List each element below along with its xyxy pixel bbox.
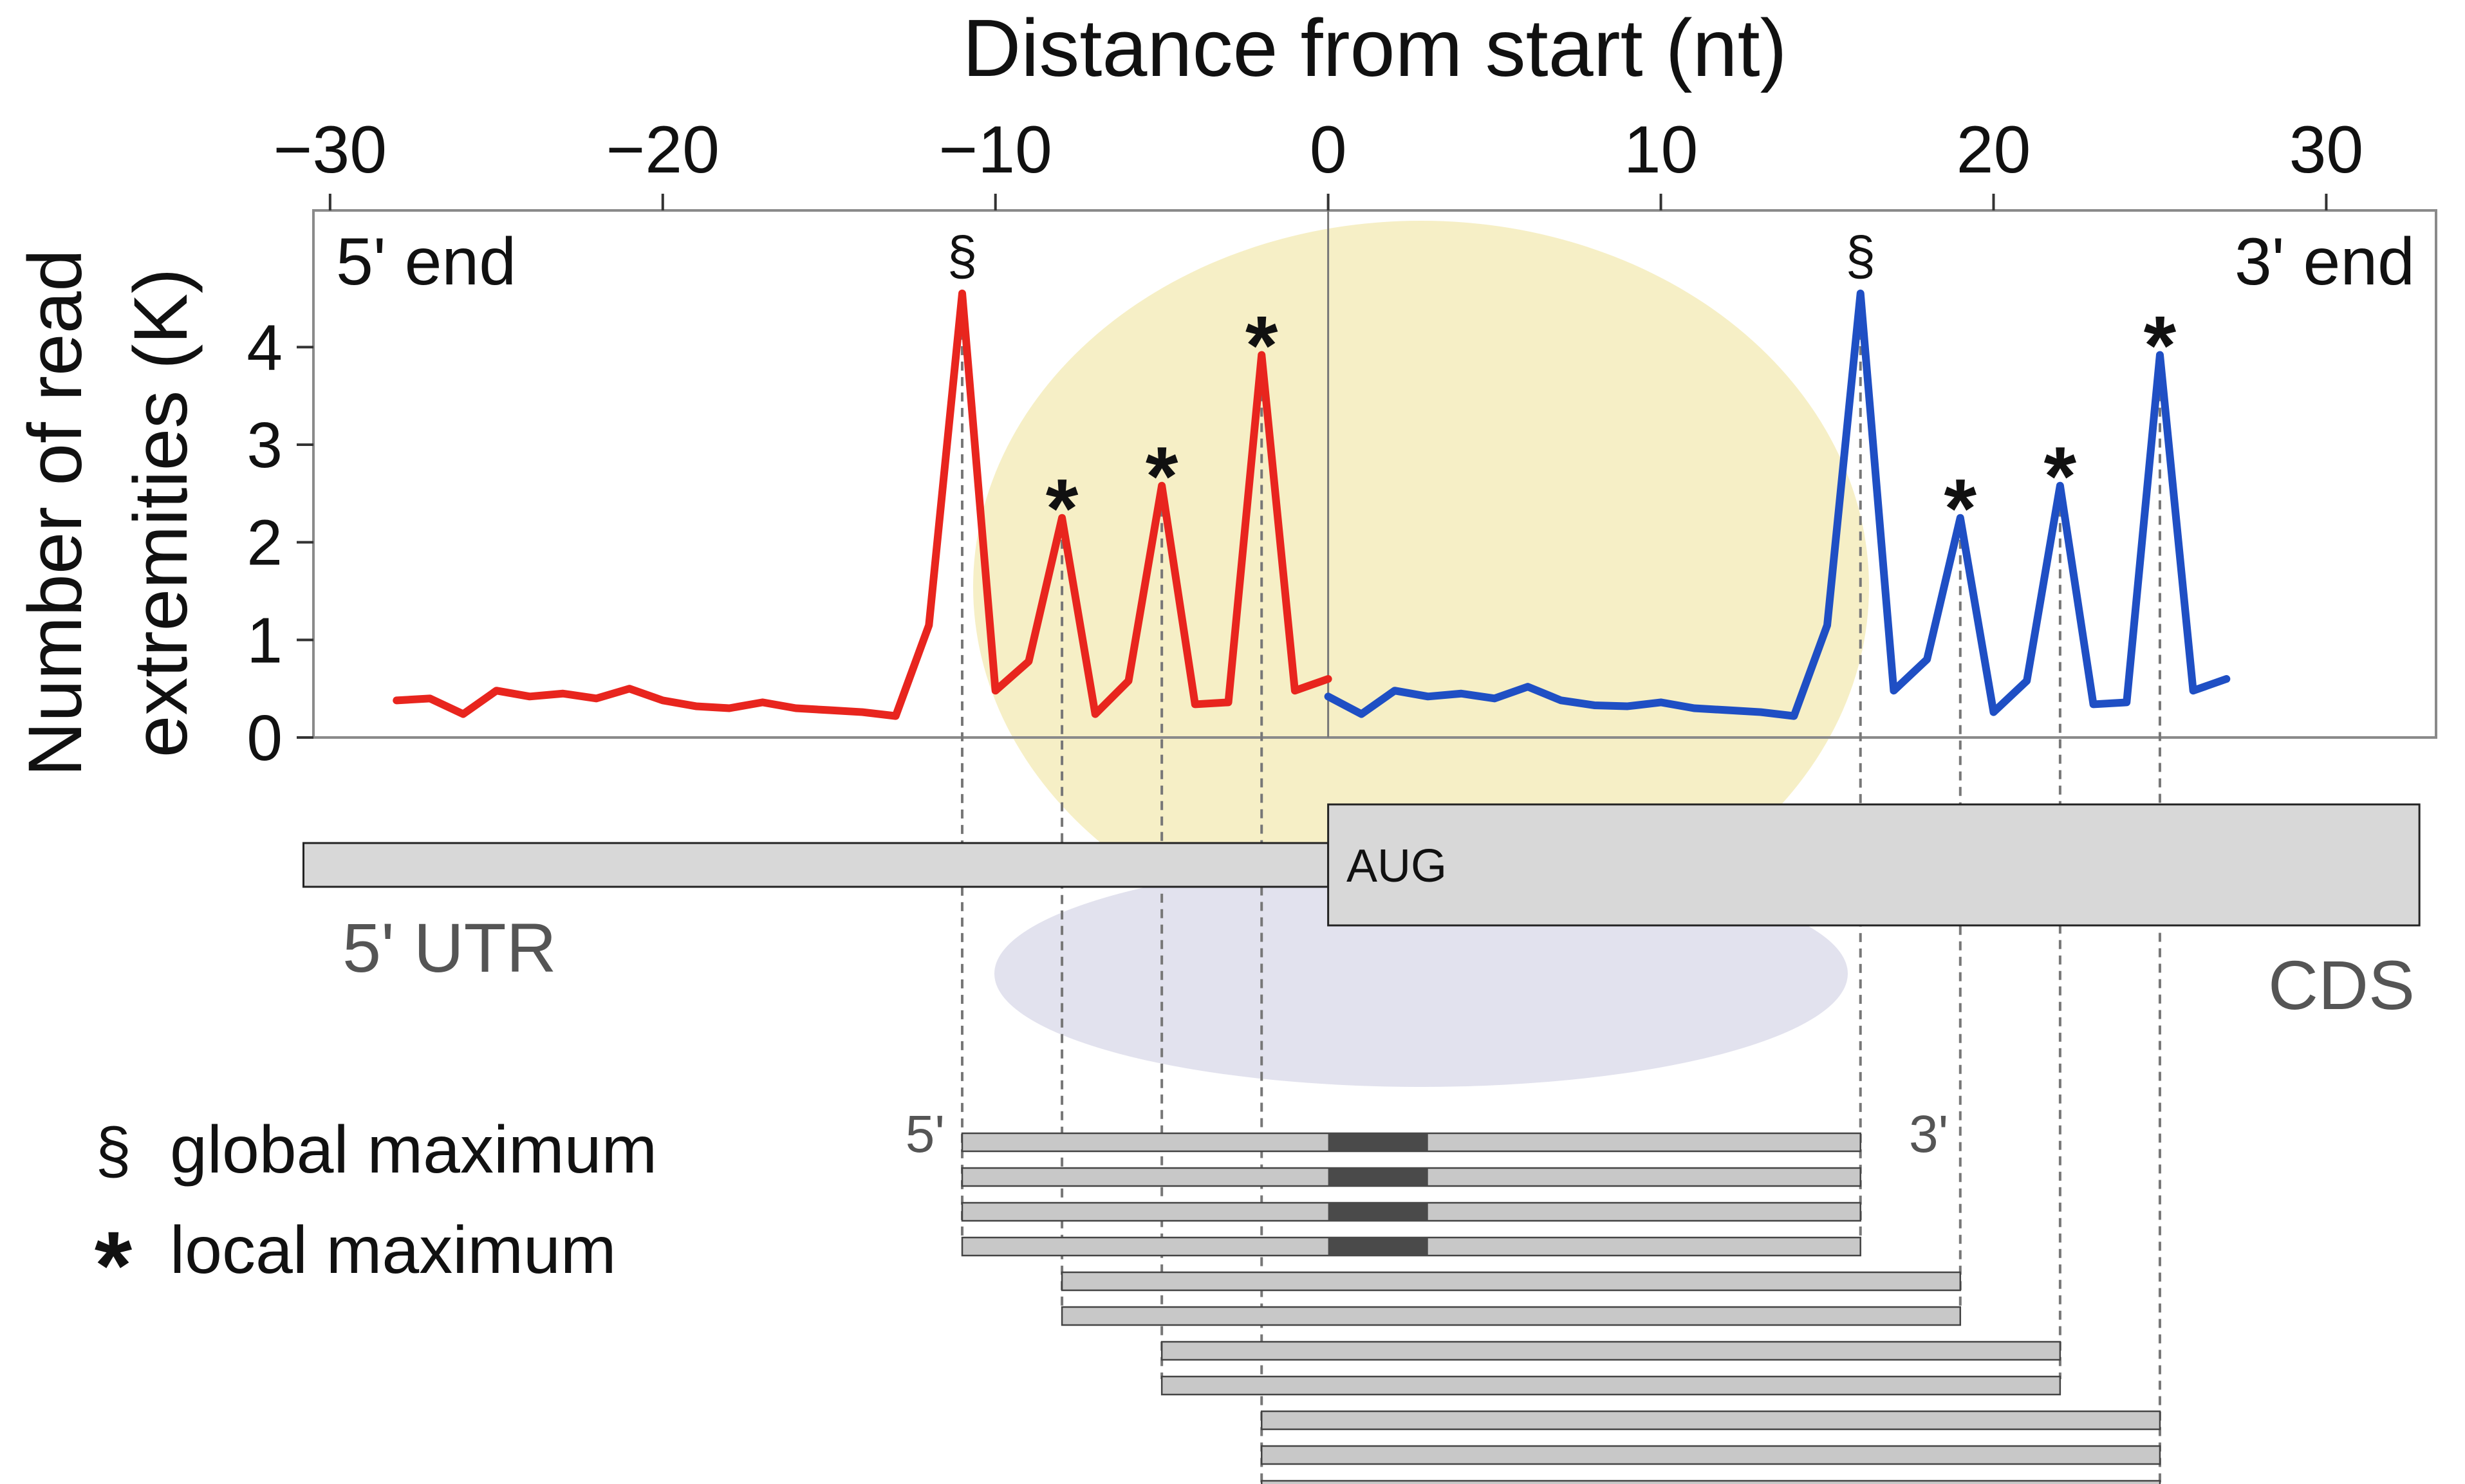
local-maximum-marker: * bbox=[2044, 429, 2077, 523]
read-bar bbox=[1260, 1410, 2161, 1431]
read-aug-block bbox=[1328, 1203, 1428, 1221]
cds-label: CDS bbox=[2268, 946, 2415, 1024]
series-line-3prime bbox=[1324, 289, 2231, 720]
legend-label-global: global maximum bbox=[170, 1113, 657, 1187]
ribosome-large-subunit bbox=[973, 221, 1869, 953]
read-3prime-label: 3' bbox=[1909, 1105, 1948, 1164]
x-tick-label: −30 bbox=[274, 113, 387, 187]
read-bar bbox=[1160, 1340, 2061, 1361]
local-maximum-marker: * bbox=[1944, 461, 1977, 555]
corner-label-5prime-end: 5' end bbox=[336, 225, 516, 299]
legend-label-local: local maximum bbox=[170, 1213, 616, 1288]
read-5prime-label: 5' bbox=[906, 1105, 945, 1164]
x-tick-label: −10 bbox=[938, 113, 1052, 187]
plot-frame bbox=[312, 209, 2437, 739]
legend: § global maximum * local maximum bbox=[95, 1113, 657, 1319]
legend-symbol-local: * bbox=[95, 1211, 133, 1319]
axes: −30 −20 −10 0 10 20 30 0 1 2 3 4 bbox=[247, 113, 2363, 774]
read-bar bbox=[1260, 1445, 2161, 1465]
utr-box bbox=[302, 842, 1330, 888]
read-bar bbox=[1160, 1375, 2061, 1396]
utr-label: 5' UTR bbox=[342, 909, 557, 987]
cds-box bbox=[1327, 803, 2421, 927]
read-aug-block bbox=[1328, 1133, 1428, 1151]
local-maximum-marker: * bbox=[2144, 298, 2177, 392]
series-lines bbox=[393, 289, 2231, 720]
read-bar bbox=[1061, 1306, 1962, 1326]
corner-label-3prime-end: 3' end bbox=[2235, 225, 2415, 299]
y-tick-label: 3 bbox=[247, 409, 283, 481]
y-tick-label: 0 bbox=[247, 702, 283, 774]
series-line-5prime bbox=[393, 289, 1332, 720]
y-tick-label: 2 bbox=[247, 507, 283, 579]
legend-symbol-global: § bbox=[95, 1115, 131, 1187]
y-tick-label: 4 bbox=[247, 311, 283, 384]
x-axis-label: Distance from start (nt) bbox=[962, 3, 1787, 93]
y-tick-label: 1 bbox=[247, 604, 283, 676]
read-aug-block bbox=[1328, 1238, 1428, 1256]
x-tick-label: 20 bbox=[1957, 113, 2031, 187]
read-bar bbox=[1260, 1479, 2161, 1484]
global-maximum-marker: § bbox=[1845, 225, 1875, 286]
x-tick-label: 0 bbox=[1310, 113, 1347, 187]
read-aug-block bbox=[1328, 1168, 1428, 1186]
read-footprints bbox=[961, 1132, 2161, 1484]
local-maximum-marker: * bbox=[1146, 429, 1178, 523]
local-maximum-marker: * bbox=[1245, 298, 1278, 392]
x-tick-label: 30 bbox=[2289, 113, 2364, 187]
global-maximum-marker: § bbox=[947, 225, 978, 286]
x-tick-label: −20 bbox=[606, 113, 720, 187]
y-axis-label-line2: extremities (K) bbox=[118, 268, 203, 758]
local-maximum-marker: * bbox=[1046, 461, 1079, 555]
x-tick-label: 10 bbox=[1624, 113, 1698, 187]
gene-model bbox=[302, 803, 2421, 927]
y-axis-label-line1: Number of read bbox=[13, 249, 98, 777]
aug-label: AUG bbox=[1346, 840, 1447, 892]
peak-markers: § * * * § * * * bbox=[947, 225, 2177, 555]
read-bar bbox=[1061, 1271, 1962, 1292]
peak-guide-lines bbox=[961, 299, 2161, 1483]
